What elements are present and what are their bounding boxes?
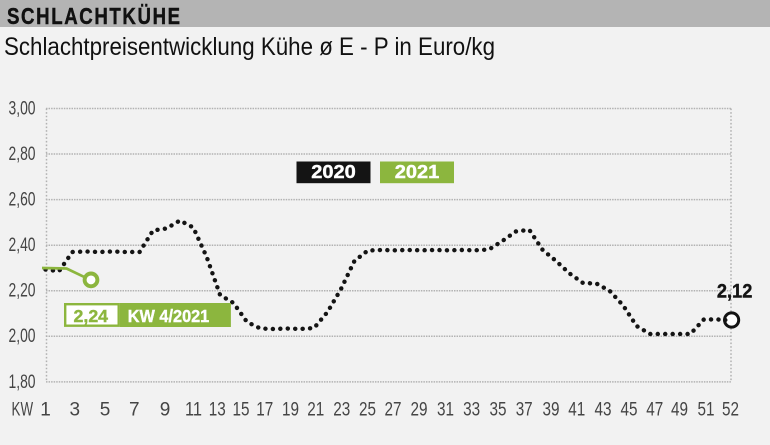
svg-text:5: 5 [100,400,111,421]
svg-text:11: 11 [185,400,202,421]
svg-text:3,00: 3,00 [9,98,36,119]
svg-text:KW: KW [12,400,34,421]
svg-text:2,60: 2,60 [9,190,36,211]
svg-text:23: 23 [333,400,350,421]
svg-text:2,24: 2,24 [74,306,109,326]
svg-text:19: 19 [282,400,299,421]
svg-text:2,12: 2,12 [717,281,753,303]
svg-text:49: 49 [671,400,688,421]
svg-text:13: 13 [209,400,226,421]
svg-text:2,40: 2,40 [9,235,36,256]
svg-text:9: 9 [160,400,171,421]
svg-text:45: 45 [621,400,638,421]
svg-text:2,20: 2,20 [9,281,36,302]
svg-text:25: 25 [359,400,376,421]
svg-text:37: 37 [516,400,533,421]
svg-text:43: 43 [595,400,612,421]
svg-text:2021: 2021 [395,162,440,182]
svg-text:7: 7 [129,400,140,421]
svg-text:51: 51 [698,400,715,421]
svg-text:29: 29 [411,400,428,421]
svg-text:15: 15 [233,400,250,421]
svg-text:2,80: 2,80 [9,144,36,165]
svg-text:39: 39 [543,400,560,421]
svg-text:41: 41 [568,400,585,421]
svg-text:KW 4/2021: KW 4/2021 [128,306,210,326]
svg-text:1,80: 1,80 [9,372,36,393]
svg-text:27: 27 [385,400,402,421]
svg-text:17: 17 [256,400,273,421]
svg-text:33: 33 [463,400,480,421]
svg-text:2,00: 2,00 [9,326,36,347]
svg-text:2020: 2020 [311,162,356,182]
svg-text:35: 35 [490,400,507,421]
svg-text:3: 3 [70,400,81,421]
svg-text:47: 47 [646,400,663,421]
svg-text:21: 21 [307,400,324,421]
svg-text:52: 52 [722,400,739,421]
svg-text:31: 31 [437,400,454,421]
svg-text:1: 1 [40,400,51,421]
